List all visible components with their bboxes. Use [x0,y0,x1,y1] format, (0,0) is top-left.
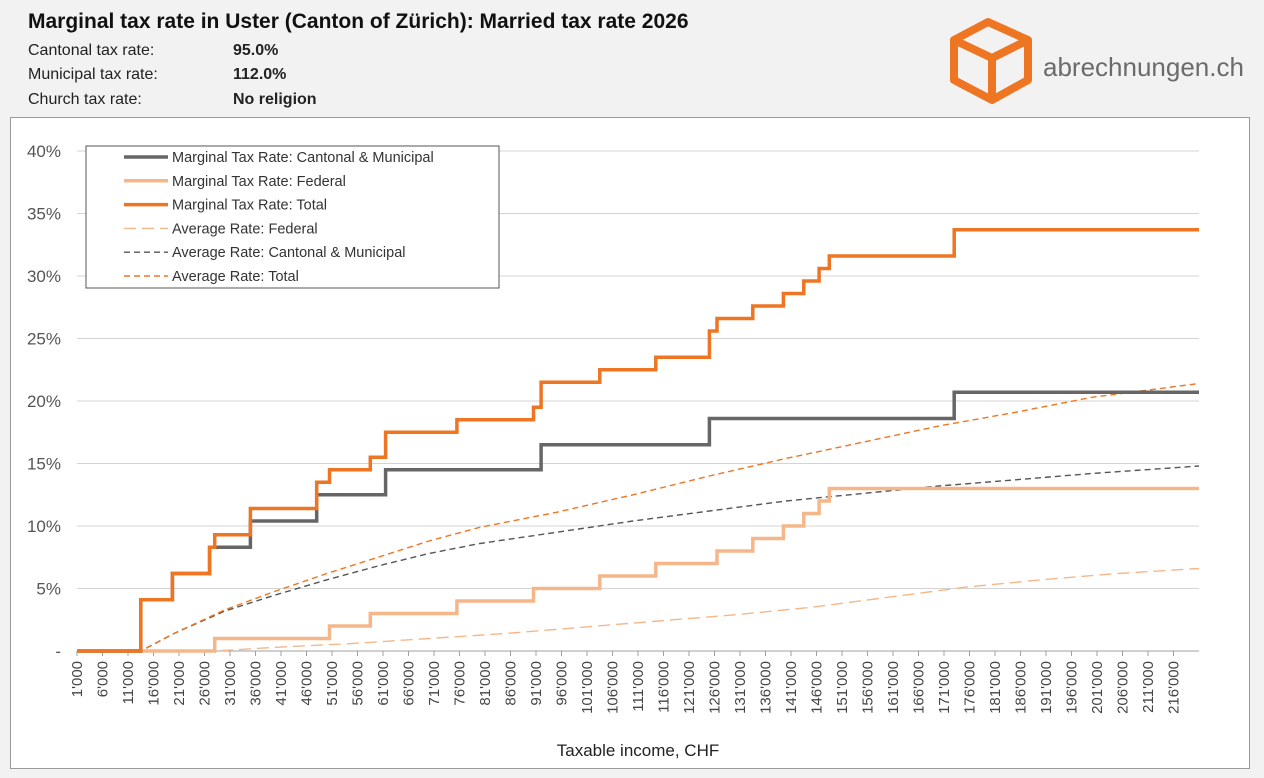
church-rate-label: Church tax rate: [28,91,142,108]
y-tick-label: 40% [27,142,61,161]
y-tick-label: 25% [27,330,61,349]
church-rate-row: Church tax rate: No religion [28,91,317,109]
y-tick-label: 10% [27,517,61,536]
y-tick-label: 30% [27,267,61,286]
x-tick-label: 91'000 [528,661,545,706]
cantonal-rate-value: 95.0% [233,42,279,59]
municipal-rate-value: 112.0% [233,66,287,83]
orange-cube-icon [950,18,1032,104]
y-tick-label: 35% [27,205,61,224]
x-tick-label: 86'000 [503,661,520,706]
x-tick-label: 116'000 [656,661,673,713]
x-tick-label: 61'000 [375,661,392,706]
x-tick-label: 16'000 [146,661,163,706]
x-tick-label: 36'000 [248,661,265,706]
x-tick-label: 206'000 [1115,661,1132,714]
page-title: Marginal tax rate in Uster (Canton of Zü… [28,10,689,33]
x-tick-label: 211'000 [1140,661,1157,713]
x-tick-label: 151'000 [834,661,851,714]
x-tick-label: 81'000 [477,661,494,706]
x-tick-label: 76'000 [452,661,469,706]
series-line-0 [77,390,1199,653]
y-tick-label: 20% [27,392,61,411]
x-tick-label: 146'000 [809,661,826,714]
x-tick-label: 166'000 [911,661,928,714]
chart-svg: - 5% 10% 15% 20% 25% 30% 35% 40% 1'000 6'000 11'000… [27,142,1200,760]
chart-area: - 5% 10% 15% 20% 25% 30% 35% 40% 1'000 6'000 11'000… [10,117,1250,769]
logo-text: abrechnungen.ch [1043,52,1244,82]
x-tick-label: 56'000 [350,661,367,706]
series-line-5 [77,382,1200,652]
x-tick-label: 6'000 [95,661,112,697]
logo[interactable]: abrechnungen.ch [948,16,1248,104]
x-tick-label: 136'000 [758,661,775,714]
x-tick-label: 1'000 [69,661,86,697]
x-tick-label: 156'000 [860,661,877,714]
x-tick-label: 96'000 [554,661,571,706]
church-rate-value: No religion [233,91,317,108]
municipal-rate-label: Municipal tax rate: [28,66,158,83]
x-tick-label: 106'000 [605,661,622,714]
y-tick-label: - [55,642,61,661]
legend-box [85,145,500,289]
legend-label: Marginal Tax Rate: Total [172,198,327,214]
series-line-3 [77,567,1200,652]
x-axis-label: Taxable income, CHF [557,741,720,760]
x-tick-label: 191'000 [1038,661,1055,714]
x-tick-label: 71'000 [426,661,443,706]
cantonal-rate-label: Cantonal tax rate: [28,42,155,59]
x-tick-label: 111'000 [630,661,647,712]
x-tick-label: 121'000 [681,661,698,714]
x-tick-label: 101'000 [579,661,596,714]
x-tick-label: 141'000 [783,661,800,714]
x-tick-label: 176'000 [962,661,979,714]
x-tick-label: 26'000 [197,661,214,706]
legend-label: Average Rate: Cantonal & Municipal [172,245,405,261]
x-tick-label: 11'000 [120,661,137,704]
x-tick-label: 196'000 [1064,661,1081,714]
x-tick-label: 41'000 [273,661,290,706]
series-line-2 [77,228,1199,653]
x-tick-label: 66'000 [401,661,418,706]
y-tick-label: 15% [27,455,61,474]
x-tick-label: 201'000 [1089,661,1106,714]
x-tick-label: 46'000 [299,661,316,706]
legend-label: Average Rate: Total [172,269,299,285]
legend-label: Marginal Tax Rate: Federal [172,174,346,190]
cantonal-rate-row: Cantonal tax rate: 95.0% [28,42,278,60]
series-line-1 [77,486,1199,653]
x-tick-label: 51'000 [324,661,341,706]
x-tick-label: 31'000 [222,661,239,706]
x-tick-label: 171'000 [936,661,953,714]
x-tick-label: 216'000 [1166,661,1183,714]
x-tick-label: 131'000 [732,661,749,714]
municipal-rate-row: Municipal tax rate: 112.0% [28,66,286,84]
x-tick-label: 161'000 [885,661,902,714]
x-tick-label: 126'000 [707,661,724,714]
y-tick-label: 5% [36,580,61,599]
x-tick-label: 186'000 [1013,661,1030,714]
legend-label: Marginal Tax Rate: Cantonal & Municipal [172,150,434,166]
x-tick-label: 181'000 [987,661,1004,714]
x-tick-label: 21'000 [171,661,188,706]
legend-label: Average Rate: Federal [172,221,318,237]
